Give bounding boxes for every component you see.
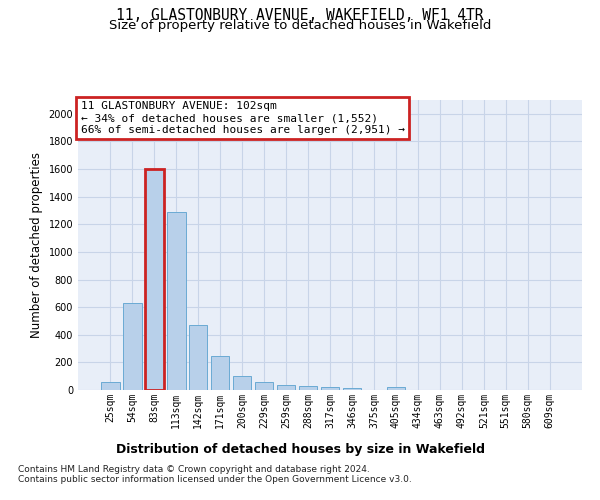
Bar	[189, 325, 208, 390]
Text: 11 GLASTONBURY AVENUE: 102sqm
← 34% of detached houses are smaller (1,552)
66% o: 11 GLASTONBURY AVENUE: 102sqm ← 34% of d…	[80, 102, 404, 134]
Bar	[277, 385, 295, 390]
Bar	[211, 356, 229, 390]
Y-axis label: Number of detached properties: Number of detached properties	[30, 152, 43, 338]
Bar	[343, 388, 361, 390]
Bar	[386, 387, 405, 390]
Bar	[167, 212, 185, 390]
Bar	[101, 382, 119, 390]
Text: 11, GLASTONBURY AVENUE, WAKEFIELD, WF1 4TR: 11, GLASTONBURY AVENUE, WAKEFIELD, WF1 4…	[116, 8, 484, 22]
Bar	[145, 169, 164, 390]
Bar	[320, 387, 340, 390]
Bar	[299, 386, 317, 390]
Text: Size of property relative to detached houses in Wakefield: Size of property relative to detached ho…	[109, 19, 491, 32]
Text: Contains HM Land Registry data © Crown copyright and database right 2024.
Contai: Contains HM Land Registry data © Crown c…	[18, 465, 412, 484]
Bar	[123, 303, 142, 390]
Bar	[255, 382, 274, 390]
Bar	[233, 376, 251, 390]
Text: Distribution of detached houses by size in Wakefield: Distribution of detached houses by size …	[115, 442, 485, 456]
